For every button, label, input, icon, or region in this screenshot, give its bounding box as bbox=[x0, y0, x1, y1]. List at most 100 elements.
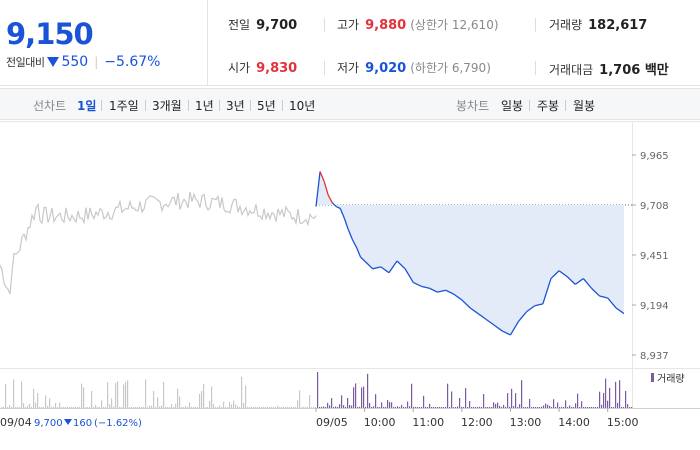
period-tab-1y[interactable]: 1년 bbox=[195, 99, 214, 113]
volume-bar bbox=[321, 406, 323, 408]
volume-legend-label: 거래량 bbox=[657, 373, 685, 385]
price-line-segment bbox=[355, 247, 362, 258]
volume-bar bbox=[139, 407, 141, 408]
volume-bar bbox=[293, 407, 295, 408]
volume-bar bbox=[619, 380, 621, 408]
volume-bar bbox=[493, 402, 495, 408]
candle-tab-monthly[interactable]: 월봉 bbox=[573, 99, 596, 113]
volume-bar bbox=[267, 407, 269, 408]
x-tick-label: 15:00 bbox=[607, 416, 639, 429]
volume-bar bbox=[143, 407, 145, 408]
volume-bar bbox=[241, 376, 243, 408]
down-triangle-icon bbox=[64, 419, 72, 425]
volume-bar bbox=[185, 406, 187, 408]
change-label: 전일대비 bbox=[6, 56, 45, 69]
volume-bar bbox=[441, 407, 443, 408]
volume-bar bbox=[13, 379, 15, 408]
price-line-segment bbox=[372, 266, 381, 270]
volume-bar bbox=[131, 407, 133, 408]
volume-bar bbox=[225, 407, 227, 408]
tab-divider bbox=[188, 100, 189, 111]
volume-bar bbox=[297, 400, 299, 408]
volume-bar bbox=[255, 407, 257, 408]
volume-bar bbox=[593, 407, 595, 408]
volume-bar bbox=[467, 407, 469, 408]
volume-bar bbox=[431, 407, 433, 408]
volume-bar bbox=[213, 403, 215, 408]
volume-bar bbox=[491, 407, 493, 408]
period-tab-10y[interactable]: 10년 bbox=[289, 99, 316, 113]
volume-bar bbox=[369, 403, 371, 408]
volume-bar bbox=[411, 383, 413, 408]
period-tab-5y[interactable]: 5년 bbox=[257, 99, 276, 113]
volume-bar bbox=[89, 407, 91, 408]
volume-bar bbox=[271, 407, 273, 408]
price-chart[interactable]: 9,965 9,708 9,451 9,194 8,937 거래량 09/05 10:00 11… bbox=[0, 121, 700, 450]
price-line-segment bbox=[534, 303, 544, 307]
candle-tab-weekly[interactable]: 주봉 bbox=[537, 99, 560, 113]
volume-bar bbox=[179, 396, 181, 408]
price-line-segment bbox=[339, 208, 345, 219]
volume-bar bbox=[167, 407, 169, 408]
volume-bar bbox=[573, 407, 575, 408]
volume-bar bbox=[603, 392, 605, 408]
period-tab-3y[interactable]: 3년 bbox=[226, 99, 245, 113]
period-tab-3m[interactable]: 3개월 bbox=[152, 99, 182, 113]
volume-bar bbox=[1, 407, 3, 408]
volume-bar bbox=[159, 406, 161, 408]
volume-bar bbox=[349, 405, 351, 408]
volume-bar bbox=[595, 407, 597, 408]
price-line-segment bbox=[591, 287, 601, 297]
period-tab-1w[interactable]: 1주일 bbox=[109, 99, 139, 113]
volume-bar bbox=[475, 407, 477, 408]
volume-bar bbox=[325, 407, 327, 408]
volume-bar bbox=[239, 407, 241, 408]
volume-bar bbox=[519, 404, 521, 408]
volume-bar bbox=[71, 407, 73, 408]
volume-bar bbox=[339, 404, 341, 408]
volume-bar bbox=[617, 402, 619, 408]
volume-bar bbox=[389, 402, 391, 408]
stat-prev-close: 전일 9,700 bbox=[228, 18, 298, 33]
volume-bar bbox=[195, 407, 197, 408]
previous-day-change-pct: (−1.62%) bbox=[94, 418, 142, 429]
period-tab-1d[interactable]: 1일 bbox=[77, 99, 97, 113]
volume-bar bbox=[343, 405, 345, 408]
volume-bar bbox=[561, 407, 563, 408]
price-line-segment bbox=[380, 266, 390, 274]
volume-bar bbox=[261, 407, 263, 408]
volume-bar bbox=[181, 407, 183, 408]
volume-bar bbox=[149, 405, 151, 408]
volume-bar bbox=[93, 407, 95, 408]
volume-bar bbox=[145, 379, 147, 408]
volume-bar bbox=[111, 398, 113, 408]
volume-bar bbox=[107, 382, 109, 408]
volume-bar bbox=[607, 400, 609, 408]
volume-bar bbox=[569, 405, 571, 408]
volume-bar bbox=[307, 407, 309, 408]
volume-bar bbox=[65, 407, 67, 408]
volume-bar bbox=[55, 402, 57, 408]
volume-bar bbox=[331, 398, 333, 408]
price-line-segment bbox=[343, 218, 350, 231]
volume-bar bbox=[613, 407, 615, 408]
candle-tab-daily[interactable]: 일봉 bbox=[501, 99, 524, 113]
volume-bar bbox=[207, 407, 209, 408]
x-tick-label: 10:00 bbox=[364, 416, 396, 429]
volume-bar bbox=[153, 390, 155, 408]
volume-bar bbox=[485, 407, 487, 408]
volume-bar bbox=[367, 373, 369, 408]
quote-header: 9,150 전일대비 550 | −5.67% 전일 9,700 고가 9,88… bbox=[0, 0, 700, 86]
price-line-segment bbox=[550, 270, 560, 280]
volume-bar bbox=[279, 407, 281, 408]
volume-bar bbox=[631, 407, 633, 408]
volume-bar bbox=[275, 407, 277, 408]
price-line-segment bbox=[526, 305, 536, 313]
volume-bar bbox=[439, 407, 441, 408]
candle-chart-label: 봉차트 bbox=[456, 99, 490, 113]
volume-bar bbox=[125, 381, 127, 408]
volume-bar bbox=[199, 393, 201, 408]
volume-bar bbox=[169, 407, 171, 408]
price-line-segment bbox=[404, 268, 414, 283]
price-line-segment bbox=[518, 311, 528, 322]
